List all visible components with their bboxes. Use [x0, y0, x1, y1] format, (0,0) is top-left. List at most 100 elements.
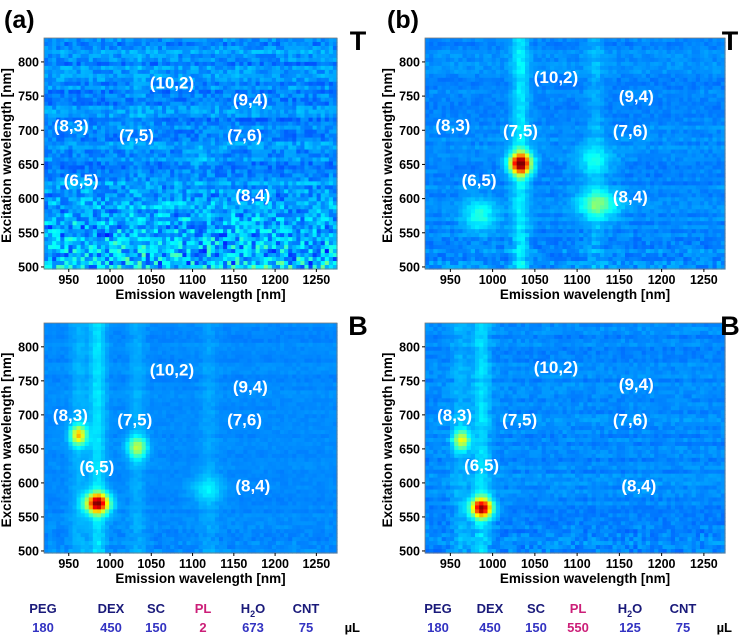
heatmap-cell	[223, 57, 228, 63]
heatmap-cell	[52, 117, 57, 123]
heatmap-cell	[64, 117, 70, 123]
heatmap-cell	[96, 85, 102, 91]
heatmap-cell	[332, 113, 338, 119]
heatmap-cell	[117, 185, 122, 190]
heatmap-cell	[121, 185, 126, 190]
heatmap-cell	[72, 85, 78, 91]
heatmap-cell	[300, 57, 306, 63]
heatmap-cell	[182, 149, 188, 155]
heatmap-cell	[170, 69, 175, 75]
heatmap-cell	[679, 41, 684, 47]
heatmap-cell	[194, 157, 200, 163]
heatmap-cell	[579, 41, 584, 47]
x-tick-label: 1250	[302, 273, 330, 287]
heatmap-cell	[186, 229, 192, 234]
heatmap-cell	[145, 141, 151, 147]
heatmap-cell	[691, 61, 697, 67]
heatmap-cell	[137, 121, 143, 127]
heatmap-cell	[96, 169, 102, 175]
heatmap-cell	[80, 81, 86, 87]
heatmap-cell	[445, 57, 451, 63]
heatmap-cell	[198, 85, 204, 91]
heatmap-cell	[495, 73, 501, 79]
heatmap-cell	[223, 105, 228, 111]
heatmap-cell	[550, 73, 555, 79]
heatmap-cell	[137, 165, 143, 171]
heatmap-cell	[76, 101, 82, 107]
heatmap-cell	[328, 241, 334, 246]
heatmap-cell	[280, 177, 285, 182]
heatmap-cell	[275, 221, 281, 226]
heatmap-cell	[210, 253, 216, 258]
heatmap-cell	[56, 221, 61, 226]
heatmap-cell	[48, 41, 53, 47]
heatmap-cell	[312, 181, 318, 186]
heatmap-cell	[324, 165, 330, 171]
heatmap-cell	[454, 73, 459, 79]
heatmap-cell	[223, 149, 228, 155]
heatmap-cell	[170, 217, 175, 222]
heatmap-cell	[251, 137, 257, 143]
heatmap-cell	[206, 193, 212, 198]
heatmap-cell	[92, 141, 98, 147]
heatmap-cell	[566, 73, 572, 79]
heatmap-cell	[76, 49, 82, 55]
heatmap-cell	[48, 209, 53, 214]
heatmap-cell	[92, 161, 98, 167]
heatmap-cell	[308, 185, 314, 190]
heatmap-cell	[579, 73, 584, 79]
heatmap-cell	[267, 109, 273, 115]
heatmap-cell	[450, 57, 455, 63]
heatmap-cell	[137, 53, 143, 59]
heatmap-cell	[255, 221, 261, 226]
heatmap-cell	[68, 153, 74, 159]
heatmap-cell	[149, 41, 155, 47]
heatmap-cell	[316, 45, 322, 51]
heatmap-cell	[64, 85, 70, 91]
heatmap-cell	[304, 253, 310, 258]
heatmap-cell	[595, 61, 601, 67]
heatmap-cell	[263, 201, 269, 206]
heatmap-cell	[137, 129, 143, 135]
heatmap-cell	[316, 201, 322, 206]
heatmap-cell	[716, 61, 722, 67]
heatmap-cell	[320, 241, 326, 246]
heatmap-cell	[512, 38, 518, 43]
heatmap-cell	[566, 53, 572, 59]
heatmap-cell	[137, 229, 143, 234]
heatmap-cell	[645, 73, 651, 79]
heatmap-cell	[210, 241, 216, 246]
heatmap-cell	[259, 185, 265, 190]
heatmap-cell	[554, 41, 559, 47]
heatmap-cell	[48, 137, 53, 143]
heatmap-cell	[194, 41, 200, 47]
heatmap-cell	[100, 89, 106, 95]
heatmap-cell	[162, 169, 167, 175]
heatmap-cell	[113, 241, 118, 246]
heatmap-cell	[133, 129, 139, 135]
heatmap-cell	[60, 141, 65, 147]
heatmap-cell	[186, 193, 192, 198]
heatmap-cell	[186, 197, 192, 202]
heatmap-cell	[178, 38, 183, 43]
heatmap-cell	[210, 177, 216, 182]
heatmap-cell	[88, 257, 94, 262]
heatmap-cell	[288, 225, 293, 230]
heatmap-cell	[186, 97, 192, 103]
heatmap-cell	[275, 173, 281, 178]
heatmap-cell	[214, 49, 220, 55]
heatmap-cell	[206, 213, 212, 218]
heatmap-cell	[170, 233, 175, 238]
heatmap-cell	[243, 109, 249, 115]
heatmap-cell	[170, 193, 175, 198]
heatmap-cell	[100, 57, 106, 63]
heatmap-cell	[458, 49, 464, 55]
heatmap-cell	[296, 189, 301, 194]
heatmap-cell	[105, 237, 110, 242]
heatmap-cell	[641, 65, 647, 71]
heatmap-cell	[162, 165, 167, 171]
heatmap-cell	[48, 89, 53, 95]
heatmap-cell	[52, 189, 57, 194]
heatmap-cell	[129, 65, 135, 71]
heatmap-cell	[48, 125, 53, 131]
